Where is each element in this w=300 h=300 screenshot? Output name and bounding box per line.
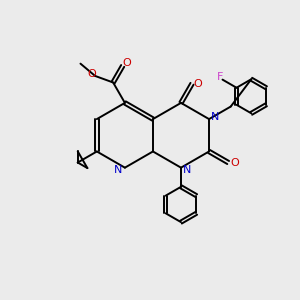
Text: N: N [183,165,192,175]
Text: N: N [114,165,123,175]
Text: N: N [211,112,220,122]
Text: O: O [230,158,239,167]
Text: O: O [87,70,96,80]
Text: F: F [216,72,223,82]
Text: O: O [193,79,202,89]
Text: O: O [123,58,131,68]
